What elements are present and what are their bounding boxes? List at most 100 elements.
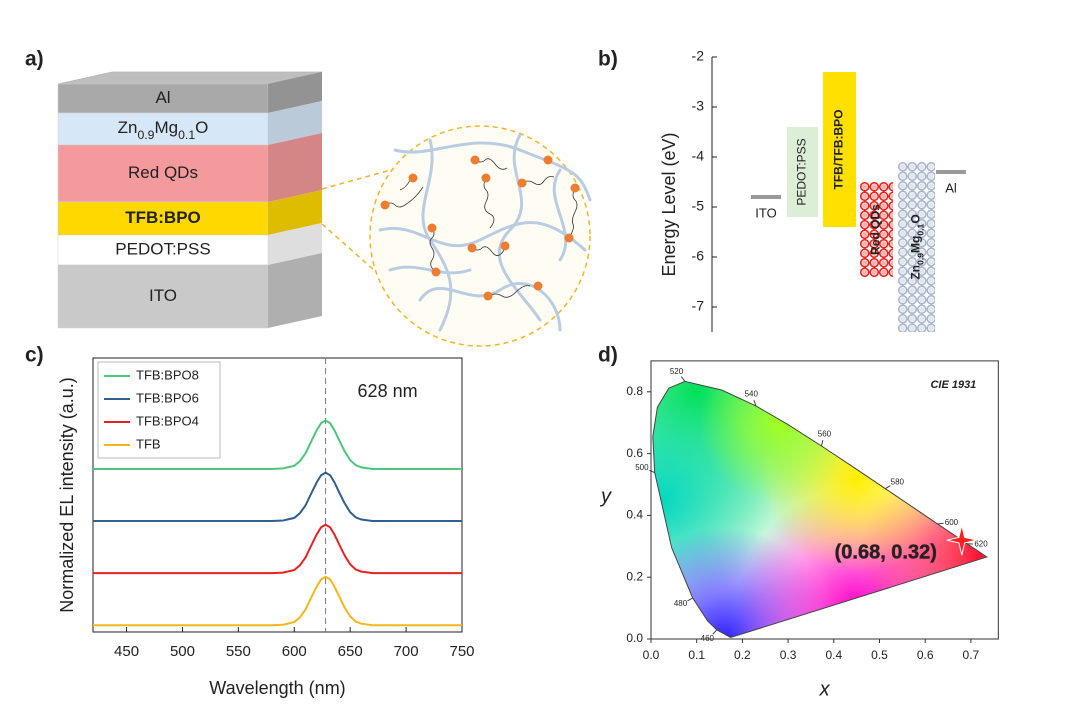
- wavelength-label: 520: [670, 367, 684, 376]
- y-tick-label: 0.6: [626, 446, 643, 460]
- x-tick-label: 0.2: [734, 648, 751, 662]
- gamut-fill: [652, 381, 987, 638]
- legend-label: TFB:BPO4: [136, 413, 199, 428]
- y-tick-label: 0.0: [626, 631, 643, 645]
- x-tick-label: 550: [226, 643, 251, 660]
- wavelength-tick: [937, 522, 944, 525]
- spectrum-line: [93, 471, 462, 522]
- legend-label: TFB:BPO6: [136, 390, 199, 405]
- layer-label: TFB:BPO: [125, 208, 201, 227]
- wavelength-label: 500: [635, 463, 649, 472]
- band-label: PEDOT:PSS: [795, 138, 809, 205]
- text-part: 0.1: [916, 223, 926, 235]
- spectrum-line: [93, 575, 462, 627]
- layer-side-shade: [268, 133, 322, 202]
- y-tick-label: -4: [692, 148, 705, 164]
- panel-label: c): [25, 344, 44, 367]
- layer-label: Zn0.9Mg0.1O: [118, 118, 209, 142]
- zoom-illustration: [321, 125, 592, 347]
- wavelength-label: 580: [891, 478, 905, 487]
- layer-label: PEDOT:PSS: [115, 239, 210, 258]
- level-label: Al: [945, 180, 957, 195]
- x-tick-label: 0.6: [917, 648, 934, 662]
- energy-band: [898, 162, 935, 332]
- peak-annotation: 628 nm: [358, 381, 418, 401]
- device-stack: Al Zn0.9Mg0.1O Red QDs TFB:BPO PEDOT:PSS ITO: [57, 71, 323, 329]
- spectral-locus: [652, 380, 988, 639]
- wavelength-label: 600: [945, 518, 959, 527]
- y-axis-label: y: [599, 485, 612, 507]
- layer-label: ITO: [149, 286, 177, 305]
- y-tick-label: -7: [692, 298, 705, 314]
- color-point: [946, 524, 977, 556]
- wavelength-label: 480: [674, 599, 688, 608]
- x-axis-label: Wavelength (nm): [209, 678, 345, 698]
- y-tick-label: -5: [692, 198, 705, 214]
- energy-band: [823, 72, 856, 227]
- energy-diagram: -2 -3 -4 -5 -6 -7 Energy Level (eV) ITO PEDOT:PS…: [659, 48, 966, 332]
- layer-side: [268, 133, 322, 202]
- wavelength-tick: [884, 485, 891, 490]
- spectrum-line: [93, 523, 462, 575]
- layer-side: [268, 223, 322, 265]
- top-face-shade: [58, 72, 322, 84]
- y-tick-label: 0.8: [626, 384, 643, 398]
- text-part: Zn: [909, 265, 923, 280]
- wavelength-tick: [821, 440, 824, 447]
- x-tick-label: 650: [338, 643, 363, 660]
- layer-front: [57, 234, 269, 266]
- wavelength-tick: [712, 629, 718, 635]
- x-tick-label: 0.7: [963, 648, 980, 662]
- level-label: ITO: [755, 205, 776, 220]
- gamut-blend: [652, 381, 987, 638]
- layer-side: [268, 72, 322, 113]
- wavelength-tick: [649, 469, 655, 474]
- zoom-line: [321, 223, 393, 287]
- energy-band: [860, 182, 893, 277]
- layer-front: [57, 83, 269, 114]
- x-tick-label: 0.4: [825, 648, 842, 662]
- wavelength-tick: [680, 376, 686, 382]
- chart-title: CIE 1931: [930, 379, 976, 391]
- layer-side-shade: [268, 253, 322, 328]
- x-tick-label: 500: [170, 643, 195, 660]
- wavelength-label: 460: [701, 634, 715, 643]
- x-tick-label: 700: [394, 643, 419, 660]
- panel-label: d): [598, 344, 618, 367]
- y-tick-label: -3: [692, 98, 705, 114]
- layer-front: [57, 144, 269, 203]
- y-tick-label: 0.4: [626, 508, 643, 522]
- wavelength-tick: [753, 400, 757, 407]
- band-label: Red QDs: [869, 204, 883, 255]
- layer-side-shade: [268, 223, 322, 265]
- polymer-chains: [378, 133, 592, 332]
- linkers: [384, 158, 578, 298]
- x-tick-label: 0.1: [688, 648, 705, 662]
- layer-side-shade: [268, 72, 322, 113]
- layer-side: [268, 101, 322, 145]
- energy-level: [936, 170, 966, 174]
- legend-box: [97, 361, 221, 459]
- layer-front: [57, 264, 269, 329]
- text-part: 0.1: [178, 128, 195, 142]
- y-axis-label: Energy Level (eV): [659, 132, 679, 276]
- layer-label: Al: [155, 88, 170, 107]
- text-part: O: [195, 118, 208, 137]
- point-label: (0.68, 0.32): [835, 541, 937, 563]
- text-part: Mg: [909, 236, 923, 253]
- text-part: 0.9: [916, 253, 926, 265]
- text-part: 0.9: [137, 128, 154, 142]
- layer-label: Red QDs: [128, 163, 198, 182]
- layer-side-shade: [268, 190, 322, 235]
- band-label: TFB/TFB:BPO: [832, 110, 846, 190]
- energy-level: [751, 195, 781, 199]
- x-axis-label: x: [819, 678, 831, 700]
- plot-frame: [92, 357, 463, 633]
- y-tick-label: -6: [692, 248, 705, 264]
- text-part: Mg: [154, 118, 178, 137]
- x-tick-label: 450: [114, 643, 139, 660]
- wavelength-label: 540: [745, 390, 759, 399]
- energy-band: [787, 127, 818, 217]
